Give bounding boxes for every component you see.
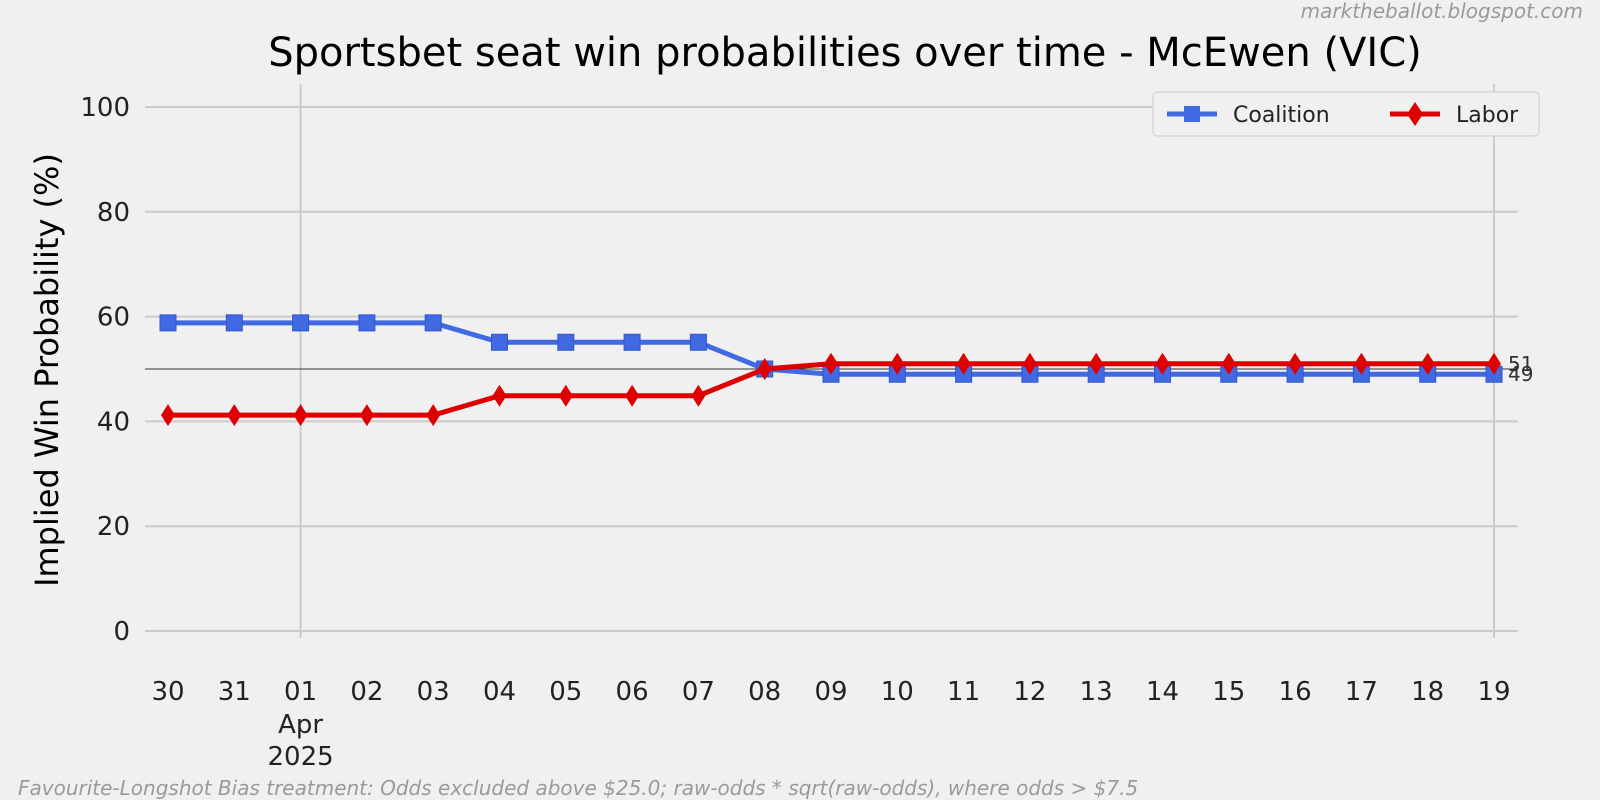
y-tick-label: 0: [113, 617, 130, 647]
data-point-labor: [757, 358, 772, 380]
y-axis-ticks: 0 20 40 60 80 100: [80, 93, 130, 647]
data-point-coalition: [424, 314, 442, 332]
data-point-labor: [824, 352, 838, 375]
end-label-coalition: 49: [1508, 362, 1533, 386]
x-tick-label: 01: [284, 677, 317, 707]
x-tick-label: 10: [881, 677, 914, 707]
data-point-coalition: [159, 314, 177, 332]
x-tick-label: 30: [151, 677, 184, 707]
legend-label-labor: Labor: [1456, 103, 1519, 128]
data-point-labor: [161, 404, 175, 427]
y-tick-label: 100: [80, 93, 130, 123]
y-tick-label: 60: [97, 303, 130, 333]
data-point-coalition: [225, 314, 243, 332]
data-point-coalition: [623, 333, 641, 351]
data-point-labor: [359, 404, 374, 427]
x-tick-label: 14: [1146, 677, 1179, 707]
x-tick-label: 08: [748, 677, 781, 707]
y-tick-label: 40: [97, 407, 130, 437]
x-axis-ticks: 30 31 01 02 03 04 05 06 07 08 09 10 11 12 13 14 15 16 17 18…: [151, 677, 1510, 772]
watermark: marktheballot.blogspot.com: [1301, 0, 1583, 23]
data-point-labor: [426, 404, 441, 427]
x-tick-sublabel: 2025: [268, 742, 334, 772]
x-tick-label: 06: [616, 677, 649, 707]
data-point-labor: [890, 352, 905, 375]
data-point-labor: [1354, 352, 1369, 375]
x-tick-sublabel: Apr: [278, 710, 323, 740]
legend-label-coalition: Coalition: [1233, 103, 1330, 128]
data-point-labor: [1288, 352, 1303, 375]
data-point-labor: [1155, 352, 1170, 375]
data-point-coalition: [358, 314, 376, 332]
x-tick-label: 09: [814, 677, 847, 707]
data-point-labor: [293, 404, 308, 427]
data-point-labor: [1420, 352, 1435, 375]
x-tick-label: 19: [1477, 677, 1510, 707]
chart-title: Sportsbet seat win probabilities over ti…: [268, 30, 1422, 76]
data-point-labor: [492, 384, 507, 407]
data-point-labor: [691, 384, 706, 407]
x-tick-label: 11: [947, 677, 980, 707]
x-tick-label: 05: [549, 677, 582, 707]
data-point-labor: [558, 384, 573, 407]
x-tick-label: 12: [1013, 677, 1046, 707]
x-tick-label: 17: [1345, 677, 1378, 707]
data-point-labor: [1487, 352, 1501, 375]
x-tick-label: 31: [218, 677, 251, 707]
data-point-labor: [1089, 352, 1104, 375]
legend-marker-coalition: [1184, 106, 1200, 122]
legend-marker-labor: [1407, 102, 1423, 126]
x-tick-label: 16: [1279, 677, 1312, 707]
data-point-labor: [227, 404, 242, 427]
data-point-coalition: [557, 333, 575, 351]
y-axis-label: Implied Win Probability (%): [28, 153, 66, 587]
data-point-labor: [1022, 352, 1037, 375]
x-tick-label: 02: [350, 677, 383, 707]
x-tick-label: 13: [1080, 677, 1113, 707]
data-point-labor: [956, 352, 971, 375]
series-layer: [159, 314, 1503, 427]
data-point-labor: [1221, 352, 1236, 375]
x-tick-label: 04: [483, 677, 516, 707]
footnote: Favourite-Longshot Bias treatment: Odds …: [18, 776, 1138, 800]
x-tick-label: 03: [417, 677, 450, 707]
x-tick-label: 18: [1411, 677, 1444, 707]
y-tick-label: 20: [97, 512, 130, 542]
end-label-labor: 51: [1508, 352, 1533, 376]
data-point-labor: [625, 384, 640, 407]
x-tick-label: 15: [1212, 677, 1245, 707]
legend: Coalition Labor: [1152, 91, 1540, 137]
data-point-coalition: [292, 314, 310, 332]
legend-box: [1152, 91, 1540, 137]
data-point-coalition: [689, 333, 707, 351]
data-point-coalition: [491, 333, 508, 351]
x-tick-label: 07: [682, 677, 715, 707]
y-tick-label: 80: [97, 198, 130, 228]
